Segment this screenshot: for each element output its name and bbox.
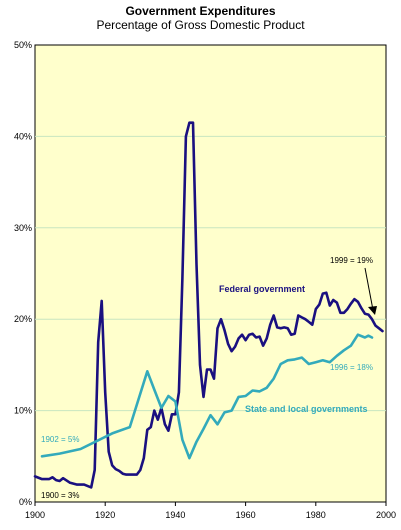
axes: 0% 10% 20% 30% 40% 50% 1900 1920 1940 1960 1980 200… [14, 40, 396, 520]
annotation-1996: 1996 = 18% [330, 363, 373, 372]
y-tick-label: 40% [14, 131, 32, 141]
x-tick-label: 1980 [306, 510, 326, 520]
plot-area [34, 44, 387, 503]
x-tick-label: 1920 [95, 510, 115, 520]
series-line-state-local [40, 333, 374, 460]
annotation-1999: 1999 = 19% [330, 256, 373, 265]
annotation-1900: 1900 = 3% [41, 491, 79, 500]
series-label-federal: Federal government [219, 284, 305, 294]
annotation-1902: 1902 = 5% [41, 435, 79, 444]
series-label-state-local: State and local governments [245, 404, 368, 414]
x-tick-label: 2000 [376, 510, 396, 520]
series-layer [33, 121, 384, 489]
chart-subtitle: Percentage of Gross Domestic Product [96, 18, 305, 32]
x-tick-label: 1940 [165, 510, 185, 520]
x-tick-label: 1960 [236, 510, 256, 520]
y-tick-label: 10% [14, 406, 32, 416]
y-tick-label: 30% [14, 223, 32, 233]
grid-lines [35, 135, 386, 412]
annotation-arrow [364, 267, 377, 315]
y-tick-label: 0% [19, 497, 32, 507]
y-tick-label: 50% [14, 40, 32, 50]
chart-title: Government Expenditures [125, 4, 276, 18]
x-tick-label: 1900 [25, 510, 45, 520]
series-line-federal [33, 121, 384, 489]
y-tick-label: 20% [14, 314, 32, 324]
